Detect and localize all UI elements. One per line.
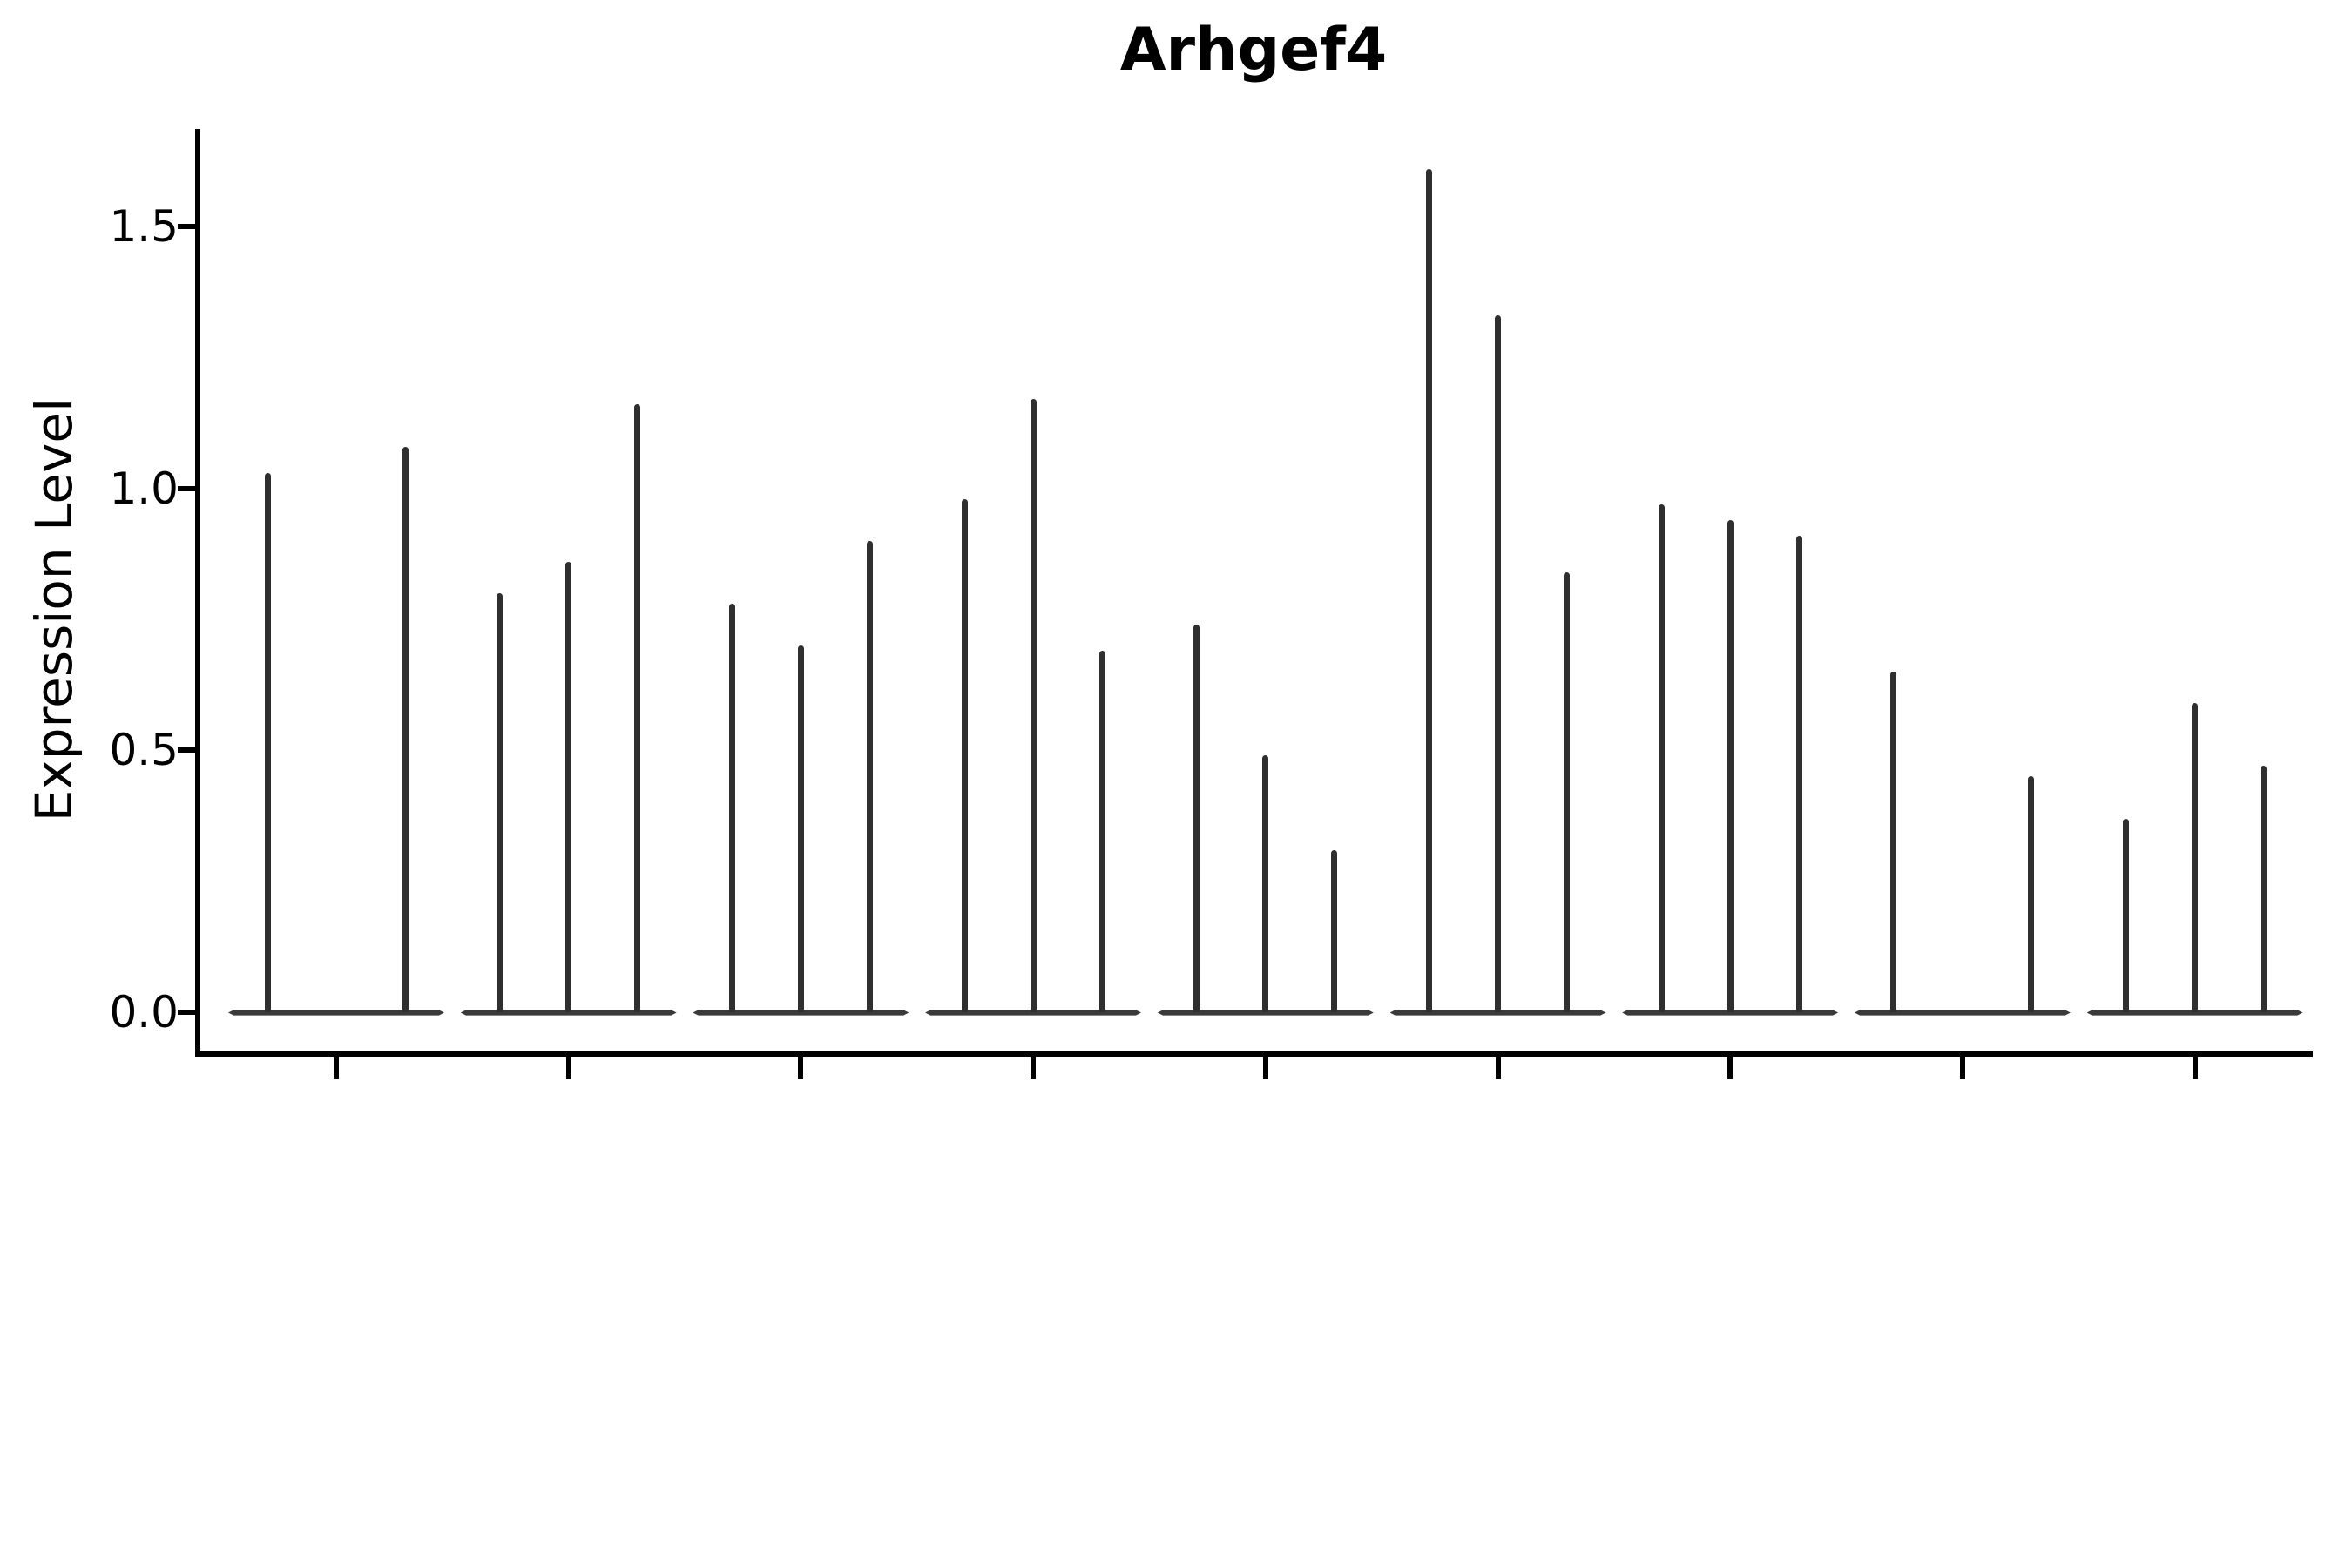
violin-baseline-body [228,1010,444,1016]
x-tick-mark [798,1057,804,1079]
y-tick-label: 0.5 [109,725,179,776]
violin-baseline-body [1854,1010,2071,1016]
violin-spike [1727,519,1734,1012]
y-tick-label: 1.5 [109,201,179,253]
x-axis-spine [195,1051,2313,1057]
violin-spike [2261,766,2268,1012]
x-tick-mark [1959,1057,1965,1079]
x-tick-mark [1495,1057,1501,1079]
violin-spike [1331,849,1338,1012]
violin-spike [797,645,804,1012]
y-tick-mark [178,485,197,491]
y-tick-mark [178,1010,197,1015]
violin-spike [2028,776,2035,1012]
violin-spike [728,603,735,1012]
violin-spike [634,404,641,1012]
violin-spike [2123,818,2130,1012]
y-axis-spine [195,129,200,1057]
x-tick-mark [334,1057,339,1079]
x-tick-mark [1727,1057,1734,1079]
violin-baseline-body [1157,1010,1374,1016]
violin-spike [1030,399,1037,1012]
x-tick-mark [1262,1057,1268,1079]
violin-spike [497,592,504,1012]
violin-spike [1495,315,1501,1012]
violin-baseline-body [460,1010,677,1016]
violin-spike [565,561,572,1012]
violin-spike [1193,625,1200,1012]
y-tick-mark [178,747,197,754]
y-tick-label: 1.0 [109,463,179,514]
x-tick-mark [1031,1057,1037,1079]
violin-baseline-body [693,1010,909,1016]
violin-spike [1564,571,1570,1012]
chart-title: Arhgef4 [1119,16,1388,84]
violin-spike [1658,504,1665,1012]
violin-spike [1795,535,1802,1012]
y-tick-label: 0.0 [109,987,179,1037]
violin-spike [1262,755,1269,1012]
violin-spike [866,540,873,1012]
violin-baseline-body [925,1010,1142,1016]
violin-spike [1098,651,1105,1012]
violin-baseline-body [1622,1010,1839,1016]
violin-spike [2192,703,2199,1012]
x-tick-mark [565,1057,571,1079]
y-tick-mark [178,224,197,230]
violin-baseline-body [2086,1010,2303,1016]
violin-spike [402,446,409,1012]
violin-spike [1890,672,1897,1012]
violin-spike [264,472,271,1012]
violin-spike [1426,168,1432,1012]
violin-spike [961,498,968,1012]
violin-baseline-body [1389,1010,1606,1016]
x-tick-mark [2192,1057,2198,1079]
